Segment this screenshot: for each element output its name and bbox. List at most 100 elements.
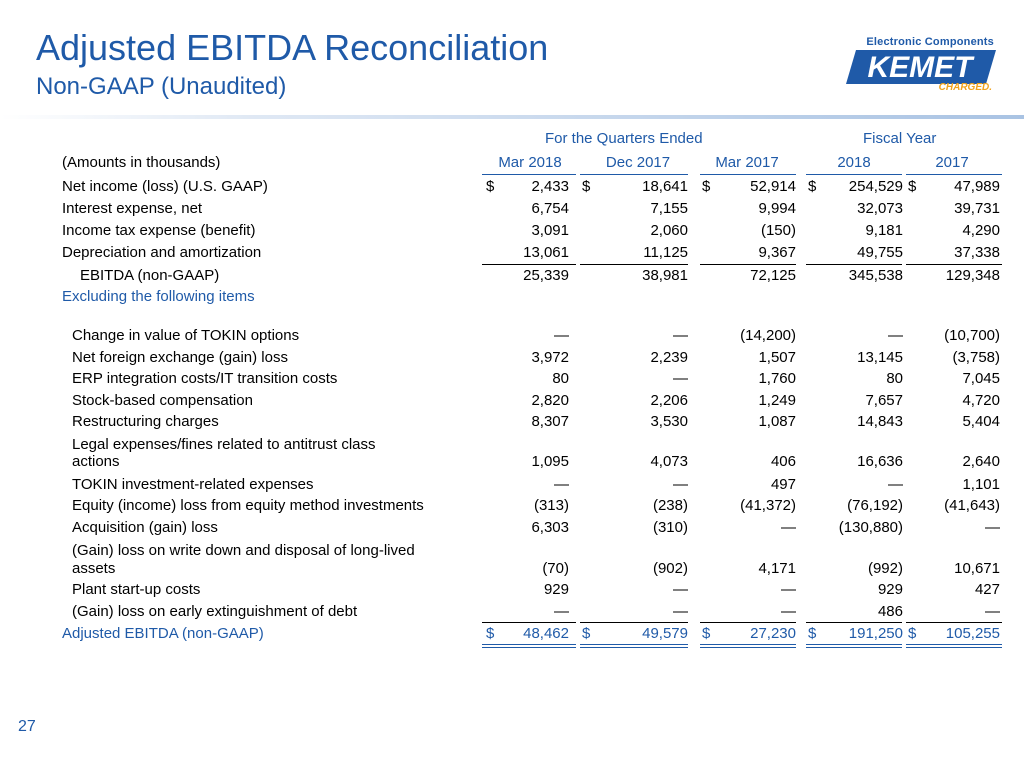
value-dec-2017: —	[673, 476, 688, 493]
value-dec-2017: 2,206	[650, 392, 688, 409]
value-fy-2017: 1,101	[962, 476, 1000, 493]
value-fy-2017: 4,290	[962, 222, 1000, 239]
page-number: 27	[18, 718, 36, 735]
excluding-heading: Excluding the following items	[62, 288, 255, 305]
row-label: Equity (income) loss from equity method …	[72, 497, 424, 514]
value-mar-2018: (313)	[533, 497, 569, 514]
value-fy-2018: 14,843	[857, 413, 903, 430]
value-fy-2017: —	[985, 603, 1000, 620]
value-dec-2017: 3,530	[650, 413, 688, 430]
row-label: Stock-based compensation	[72, 392, 253, 409]
value-fy-2018: (76,192)	[847, 497, 903, 514]
value-fy-2017: —	[985, 519, 1000, 536]
fiscal-group-header: Fiscal Year	[863, 130, 937, 147]
value-mar-2017: —	[781, 519, 796, 536]
value-fy-2018: (130,880)	[838, 519, 903, 536]
currency-symbol: $	[702, 178, 711, 195]
value-mar-2018: —	[554, 476, 569, 493]
value-fy-2017: (3,758)	[952, 349, 1000, 366]
quarters-group-header: For the Quarters Ended	[545, 130, 703, 147]
value-fy-2017: 39,731	[954, 200, 1000, 217]
row-label-line2: assets	[72, 560, 116, 577]
row-label: Restructuring charges	[72, 413, 219, 430]
value-fy-2017: 7,045	[962, 370, 1000, 387]
value-fy-2018: 929	[877, 581, 903, 598]
value-mar-2018: —	[554, 603, 569, 620]
row-label: Depreciation and amortization	[62, 244, 262, 261]
value-dec-2017: —	[673, 603, 688, 620]
value-fy-2018: 486	[877, 603, 903, 620]
value-mar-2018: 3,972	[531, 349, 569, 366]
value-fy-2018: 49,755	[857, 244, 903, 261]
value-fy-2018: 13,145	[857, 349, 903, 366]
value-fy-2017: 4,720	[962, 392, 1000, 409]
row-label: EBITDA (non-GAAP)	[80, 267, 220, 284]
row-label: Interest expense, net	[62, 200, 203, 217]
value-mar-2018: 6,754	[531, 200, 569, 217]
value-fy-2017: (41,643)	[944, 497, 1000, 514]
col-dec-2017: Dec 2017	[605, 154, 671, 171]
row-label: Net income (loss) (U.S. GAAP)	[62, 178, 268, 195]
value-mar-2018: 2,820	[531, 392, 569, 409]
value-fy-2018: 9,181	[865, 222, 903, 239]
value-dec-2017: —	[673, 581, 688, 598]
value-mar-2017: (41,372)	[740, 497, 796, 514]
value-mar-2017: 497	[770, 476, 796, 493]
amounts-label: (Amounts in thousands)	[62, 154, 221, 171]
value-fy-2018: 32,073	[857, 200, 903, 217]
value-dec-2017: 38,981	[642, 267, 688, 284]
value-fy-2017: (10,700)	[944, 327, 1000, 344]
value-mar-2018: 3,091	[531, 222, 569, 239]
value-fy-2017: 10,671	[954, 560, 1000, 577]
value-dec-2017: (238)	[652, 497, 688, 514]
currency-symbol: $	[486, 625, 495, 642]
value-mar-2017: (14,200)	[740, 327, 796, 344]
value-fy-2018: —	[888, 476, 903, 493]
value-mar-2018: 929	[543, 581, 569, 598]
col-fy-2017: 2017	[935, 154, 969, 171]
row-label: Income tax expense (benefit)	[62, 222, 256, 239]
row-label: Plant start-up costs	[72, 581, 201, 598]
logo-slogan: CHARGED.	[938, 82, 992, 93]
currency-symbol: $	[808, 625, 817, 642]
value-mar-2017: 1,087	[758, 413, 796, 430]
value-dec-2017: 11,125	[643, 244, 688, 261]
value-mar-2018: 80	[552, 370, 569, 387]
value-fy-2017: 47,989	[954, 178, 1000, 195]
row-label: ERP integration costs/IT transition cost…	[72, 370, 338, 387]
row-label-line1: (Gain) loss on write down and disposal o…	[72, 542, 415, 559]
value-mar-2018: 1,095	[531, 453, 569, 470]
col-mar-2018: Mar 2018	[498, 154, 562, 171]
total-mar-2017: 27,230	[750, 625, 796, 642]
currency-symbol: $	[582, 625, 591, 642]
value-mar-2018: 6,303	[531, 519, 569, 536]
kemet-logo: Electronic Components KEMET CHARGED.	[846, 36, 996, 98]
value-dec-2017: 2,239	[650, 349, 688, 366]
currency-symbol: $	[486, 178, 495, 195]
logo-tagline: Electronic Components	[866, 36, 994, 48]
value-mar-2018: 2,433	[531, 178, 569, 195]
value-dec-2017: —	[673, 370, 688, 387]
value-fy-2017: 5,404	[962, 413, 1000, 430]
value-mar-2018: —	[554, 327, 569, 344]
value-dec-2017: (310)	[652, 519, 688, 536]
value-mar-2017: (150)	[760, 222, 796, 239]
header-divider	[0, 115, 1024, 119]
value-fy-2017: 129,348	[945, 267, 1000, 284]
logo-wordmark: KEMET	[846, 50, 996, 84]
row-label: Acquisition (gain) loss	[72, 519, 218, 536]
row-label-line1: Legal expenses/fines related to antitrus…	[72, 436, 376, 453]
value-dec-2017: 2,060	[650, 222, 688, 239]
col-fy-2018: 2018	[837, 154, 871, 171]
value-mar-2018: 25,339	[523, 267, 569, 284]
value-mar-2017: 4,171	[758, 560, 796, 577]
value-mar-2017: —	[781, 581, 796, 598]
currency-symbol: $	[582, 178, 591, 195]
page-title: Adjusted EBITDA Reconciliation	[36, 27, 549, 68]
value-mar-2017: —	[781, 603, 796, 620]
total-fy-2017: 105,255	[945, 625, 1000, 642]
currency-symbol: $	[908, 178, 917, 195]
row-label: Net foreign exchange (gain) loss	[72, 349, 288, 366]
row-label-line2: actions	[72, 453, 120, 470]
value-mar-2017: 72,125	[750, 267, 796, 284]
